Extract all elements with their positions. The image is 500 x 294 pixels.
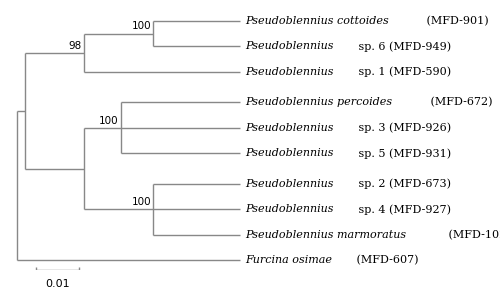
Text: Pseudoblennius: Pseudoblennius bbox=[245, 148, 334, 158]
Text: (MFD-901): (MFD-901) bbox=[424, 16, 489, 26]
Text: Pseudoblennius: Pseudoblennius bbox=[245, 41, 334, 51]
Text: Pseudoblennius: Pseudoblennius bbox=[245, 179, 334, 189]
Text: Pseudoblennius cottoides: Pseudoblennius cottoides bbox=[245, 16, 389, 26]
Text: sp. 6 (MFD-949): sp. 6 (MFD-949) bbox=[355, 41, 451, 51]
Text: sp. 1 (MFD-590): sp. 1 (MFD-590) bbox=[355, 66, 451, 77]
Text: (MFD-607): (MFD-607) bbox=[353, 255, 418, 265]
Text: Pseudoblennius percoides: Pseudoblennius percoides bbox=[245, 97, 392, 107]
Text: Pseudoblennius: Pseudoblennius bbox=[245, 204, 334, 214]
Text: Pseudoblennius: Pseudoblennius bbox=[245, 67, 334, 77]
Text: sp. 4 (MFD-927): sp. 4 (MFD-927) bbox=[355, 204, 451, 215]
Text: Pseudoblennius: Pseudoblennius bbox=[245, 123, 334, 133]
Text: (MFD-672): (MFD-672) bbox=[428, 97, 493, 108]
Text: 100: 100 bbox=[132, 21, 151, 31]
Text: (MFD-1024): (MFD-1024) bbox=[445, 230, 500, 240]
Text: 98: 98 bbox=[68, 41, 82, 51]
Text: Pseudoblennius marmoratus: Pseudoblennius marmoratus bbox=[245, 230, 406, 240]
Text: 0.01: 0.01 bbox=[46, 279, 70, 289]
Text: 100: 100 bbox=[99, 116, 118, 126]
Text: sp. 5 (MFD-931): sp. 5 (MFD-931) bbox=[355, 148, 451, 158]
Text: 100: 100 bbox=[132, 197, 151, 207]
Text: Furcina osimae: Furcina osimae bbox=[245, 255, 332, 265]
Text: sp. 2 (MFD-673): sp. 2 (MFD-673) bbox=[355, 178, 451, 189]
Text: sp. 3 (MFD-926): sp. 3 (MFD-926) bbox=[355, 123, 451, 133]
